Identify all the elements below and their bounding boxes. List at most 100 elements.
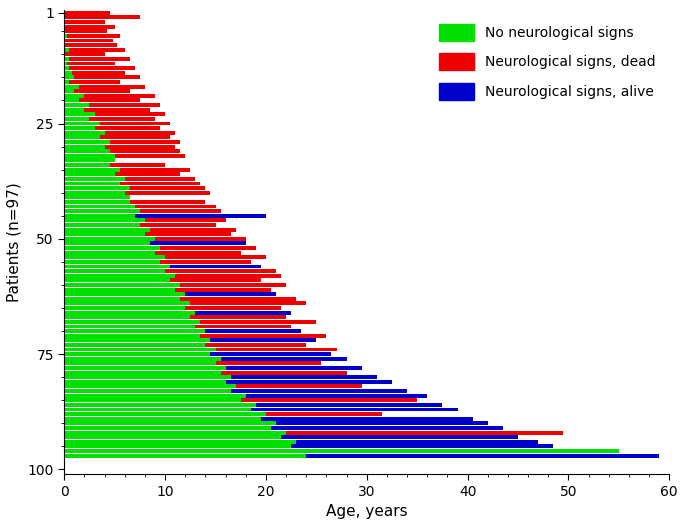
Bar [256, 403, 443, 407]
Bar [64, 126, 95, 130]
Bar [271, 426, 503, 430]
Bar [64, 232, 145, 236]
Bar [64, 338, 210, 342]
Bar [64, 449, 619, 453]
Bar [246, 393, 427, 398]
Bar [64, 34, 67, 38]
Bar [75, 75, 140, 79]
Bar [251, 408, 458, 411]
Bar [64, 440, 296, 444]
Bar [145, 218, 225, 222]
Bar [64, 366, 225, 370]
Bar [114, 173, 180, 176]
Bar [64, 66, 69, 70]
Bar [64, 195, 130, 199]
Bar [210, 352, 332, 356]
Bar [67, 62, 114, 66]
Bar [64, 75, 75, 79]
Bar [64, 205, 135, 208]
Bar [135, 205, 216, 208]
Bar [64, 122, 99, 126]
Bar [155, 237, 246, 241]
Bar [216, 348, 336, 351]
Bar [64, 62, 67, 66]
Bar [201, 333, 327, 338]
Bar [64, 260, 160, 264]
Bar [64, 173, 114, 176]
Bar [64, 98, 79, 103]
Bar [64, 453, 306, 458]
Bar [95, 113, 165, 116]
Bar [225, 366, 362, 370]
Bar [64, 53, 105, 56]
Bar [64, 85, 79, 88]
Bar [276, 421, 488, 426]
Bar [64, 131, 105, 135]
Bar [64, 393, 246, 398]
Bar [64, 246, 160, 250]
Bar [64, 343, 206, 347]
Bar [64, 11, 110, 15]
Bar [110, 149, 180, 153]
Bar [73, 71, 125, 75]
Bar [266, 412, 382, 416]
Bar [64, 444, 291, 448]
Bar [114, 154, 185, 158]
Bar [296, 440, 538, 444]
Bar [64, 403, 256, 407]
Bar [64, 214, 135, 218]
Bar [165, 255, 266, 259]
Bar [64, 158, 114, 163]
Bar [64, 228, 150, 231]
Bar [64, 108, 84, 112]
Bar [64, 163, 110, 167]
Bar [130, 200, 206, 204]
Bar [150, 241, 246, 246]
Bar [64, 421, 276, 426]
Bar [64, 371, 221, 375]
Bar [130, 186, 206, 190]
Bar [64, 94, 84, 98]
Bar [64, 311, 195, 315]
Bar [236, 385, 362, 388]
Bar [160, 246, 256, 250]
Bar [281, 435, 518, 439]
Bar [170, 265, 261, 268]
Bar [64, 352, 210, 356]
Bar [64, 333, 201, 338]
Bar [231, 389, 407, 393]
X-axis label: Age, years: Age, years [326, 504, 408, 519]
Bar [64, 140, 110, 144]
Bar [64, 80, 69, 84]
Bar [145, 232, 231, 236]
Bar [64, 113, 95, 116]
Bar [64, 209, 140, 213]
Bar [185, 306, 281, 310]
Bar [64, 48, 69, 52]
Bar [125, 191, 210, 195]
Bar [64, 149, 110, 153]
Bar [64, 177, 125, 181]
Bar [64, 20, 105, 24]
Bar [175, 288, 271, 291]
Bar [155, 251, 240, 255]
Bar [84, 94, 155, 98]
Bar [231, 375, 377, 379]
Bar [175, 274, 281, 278]
Bar [64, 315, 190, 319]
Bar [64, 375, 231, 379]
Bar [210, 338, 316, 342]
Bar [64, 306, 185, 310]
Bar [190, 301, 306, 306]
Bar [150, 228, 236, 231]
Bar [225, 380, 392, 384]
Bar [64, 191, 125, 195]
Bar [84, 108, 150, 112]
Y-axis label: Patients (n=97): Patients (n=97) [7, 182, 22, 302]
Bar [291, 444, 553, 448]
Bar [125, 177, 195, 181]
Bar [99, 122, 170, 126]
Bar [64, 223, 140, 227]
Bar [64, 389, 231, 393]
Bar [69, 48, 125, 52]
